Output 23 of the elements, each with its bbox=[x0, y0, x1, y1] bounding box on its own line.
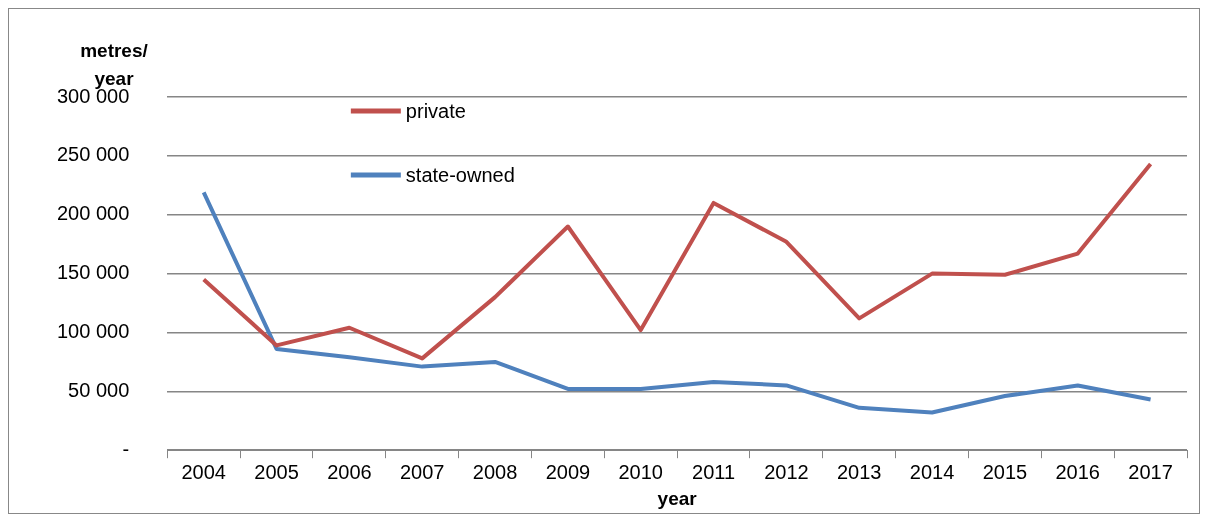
x-tick-label: 2011 bbox=[692, 460, 736, 483]
x-tick-label: 2015 bbox=[982, 460, 1028, 483]
x-tick-label: 2005 bbox=[254, 460, 299, 483]
y-tick-label: 150 000 bbox=[57, 261, 130, 284]
x-tick-label: 2017 bbox=[1128, 460, 1173, 483]
legend-label: private bbox=[405, 99, 466, 122]
x-tick-label: 2009 bbox=[545, 460, 591, 483]
x-tick-label: 2008 bbox=[472, 460, 518, 483]
x-tick-label: 2013 bbox=[836, 460, 882, 483]
x-tick-label: 2004 bbox=[181, 460, 226, 483]
x-tick-label: 2012 bbox=[764, 460, 809, 483]
x-tick-label: 2010 bbox=[618, 460, 663, 483]
legend-label: state-owned bbox=[405, 163, 515, 186]
x-tick-label: 2014 bbox=[909, 460, 955, 483]
y-tick-label: - bbox=[122, 437, 130, 460]
y-tick-label: 100 000 bbox=[57, 319, 130, 342]
y-tick-label: 250 000 bbox=[57, 143, 130, 166]
y-tick-label: 50 000 bbox=[68, 378, 130, 401]
x-tick-label: 2007 bbox=[399, 460, 445, 483]
x-tick-label: 2006 bbox=[327, 460, 372, 483]
x-axis-title: year bbox=[657, 487, 698, 509]
x-tick-label: 2016 bbox=[1055, 460, 1100, 483]
y-tick-label: 200 000 bbox=[57, 202, 130, 225]
